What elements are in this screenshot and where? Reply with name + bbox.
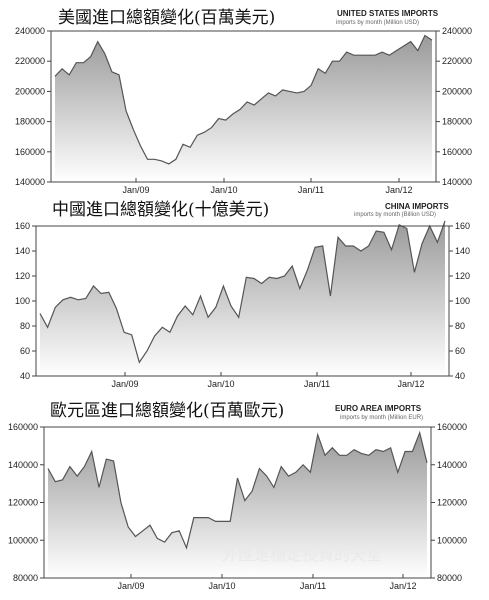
y-tick-label-right: 80 (455, 321, 465, 331)
y-tick-label-right: 100 (455, 296, 470, 306)
y-tick-label-right: 100000 (437, 535, 467, 545)
y-tick-label-left: 140000 (15, 177, 45, 187)
series-line (54, 34, 433, 165)
x-tick-label: Jan/10 (208, 581, 235, 591)
x-tick-label: Jan/09 (111, 379, 138, 389)
y-tick-label-left: 100000 (8, 535, 38, 545)
x-tick-label: Jan/11 (304, 379, 330, 389)
x-tick-label: Jan/11 (300, 581, 326, 591)
series-area (48, 432, 427, 578)
x-tick-label: Jan/10 (210, 185, 237, 195)
chart-subtitle: EURO AREA IMPORTS (335, 404, 422, 413)
y-tick-label-left: 180000 (15, 117, 45, 127)
chart-panel-china: 中國進口總額變化(十億美元) CHINA IMPORTS imports by … (0, 190, 489, 395)
y-tick-label-right: 220000 (442, 56, 472, 66)
x-tick-label: Jan/12 (397, 379, 424, 389)
y-tick-label-left: 160 (15, 221, 30, 231)
y-tick-label-right: 60 (455, 346, 465, 356)
y-tick-label-right: 120 (455, 271, 470, 281)
y-tick-label-left: 80 (20, 321, 30, 331)
y-tick-label-right: 140000 (437, 460, 467, 470)
y-tick-label-left: 200000 (15, 86, 45, 96)
y-tick-label-right: 160000 (437, 422, 467, 432)
x-tick-label: Jan/12 (389, 581, 416, 591)
chart-subtitle: CHINA IMPORTS (385, 202, 449, 211)
x-tick-label: Jan/09 (122, 185, 149, 195)
euro-imports-chart: 80000 80000 100000 100000 120000 120000 140000… (8, 422, 467, 591)
y-tick-label-left: 160000 (8, 422, 38, 432)
y-tick-label-left: 160000 (15, 147, 45, 157)
chart-title: 美國進口總額變化(百萬美元) (58, 8, 276, 28)
chart-title: 中國進口總額變化(十億美元) (52, 200, 270, 220)
x-tick-label: Jan/11 (298, 185, 324, 195)
y-tick-label-right: 80000 (437, 573, 462, 583)
chart-subsubtitle: imports by month (Million EUR) (340, 415, 424, 421)
y-tick-label-left: 100 (15, 296, 30, 306)
chart-panel-euro: 歐元區進口總額變化(百萬歐元) EURO AREA IMPORTS import… (0, 395, 489, 600)
x-tick-label: Jan/09 (117, 581, 144, 591)
y-tick-label-left: 40 (20, 371, 30, 381)
y-tick-label-left: 140 (15, 246, 30, 256)
y-tick-label-left: 60 (20, 346, 30, 356)
y-tick-label-left: 220000 (15, 56, 45, 66)
watermark-text: 外匯是穩定投資的天堂 (222, 545, 383, 564)
chart-subsubtitle: imports by month (Billion USD) (354, 212, 437, 218)
y-tick-label-right: 240000 (442, 26, 472, 36)
series-area (55, 35, 432, 182)
y-tick-label-right: 140 (455, 246, 470, 256)
y-tick-label-left: 120000 (8, 498, 38, 508)
chart-panel-us: 美國進口總額變化(百萬美元) UNITED STATES IMPORTS imp… (0, 0, 489, 196)
y-tick-label-left: 80000 (13, 573, 38, 583)
y-tick-label-right: 180000 (442, 117, 472, 127)
x-tick-label: Jan/12 (385, 185, 412, 195)
y-tick-label-left: 140000 (8, 460, 38, 470)
plot-frame (50, 30, 437, 183)
y-tick-label-right: 160000 (442, 147, 472, 157)
chart-title: 歐元區進口總額變化(百萬歐元) (50, 401, 285, 421)
x-tick-label: Jan/10 (207, 379, 234, 389)
series-line (39, 220, 446, 364)
y-tick-label-right: 40 (455, 371, 465, 381)
y-tick-label-left: 240000 (15, 26, 45, 36)
y-tick-label-right: 140000 (442, 177, 472, 187)
y-tick-label-right: 160 (455, 221, 470, 231)
y-tick-label-right: 120000 (437, 498, 467, 508)
chart-subsubtitle: imports by month (Million USD) (336, 20, 420, 26)
y-tick-label-left: 120 (15, 271, 30, 281)
china-imports-chart: 40 40 60 60 80 80 100 100 120 120 140 140 160 160 Jan/… (15, 220, 470, 389)
y-tick-label-right: 200000 (442, 86, 472, 96)
chart-subtitle: UNITED STATES IMPORTS (337, 9, 439, 18)
us-imports-chart: 140000 140000 160000 160000 180000 180000 2000… (15, 26, 472, 195)
series-line (47, 430, 428, 550)
